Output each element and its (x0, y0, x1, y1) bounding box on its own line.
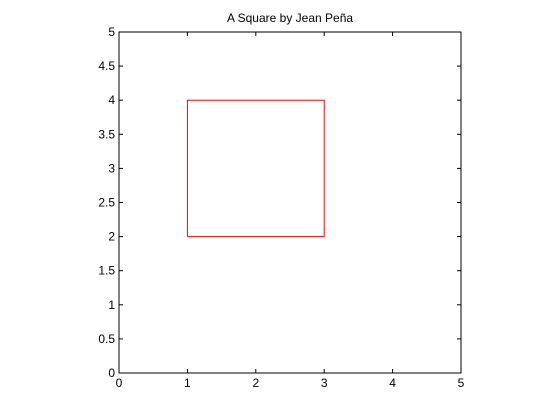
x-tick-label: 1 (184, 376, 191, 390)
x-tick-label: 0 (116, 376, 123, 390)
x-tick-label: 2 (252, 376, 259, 390)
y-tick-label: 1 (108, 298, 115, 312)
x-tick-label: 3 (321, 376, 328, 390)
y-tick-label: 4 (108, 93, 115, 107)
y-tick-label: 0.5 (98, 332, 115, 346)
axis-ticks (118, 31, 462, 374)
y-tick-label: 3.5 (98, 127, 115, 141)
y-tick-label: 2.5 (98, 196, 115, 210)
y-tick-label: 1.5 (98, 264, 115, 278)
y-tick-label: 0 (108, 366, 115, 380)
series-group (186, 99, 325, 238)
chart-title: A Square by Jean Peña (227, 11, 353, 25)
y-tick-label: 3 (108, 161, 115, 175)
y-axis-tick-labels: 0 0.5 1 1.5 2 2.5 3 3.5 4 4.5 5 (98, 25, 115, 380)
y-tick-label: 2 (108, 230, 115, 244)
x-tick-label: 4 (389, 376, 396, 390)
plot-area (118, 31, 462, 374)
x-tick-label: 5 (458, 376, 465, 390)
y-tick-label: 5 (108, 25, 115, 39)
y-tick-label: 4.5 (98, 59, 115, 73)
series-line-square (186, 99, 325, 238)
x-axis-tick-labels: 0 1 2 3 4 5 (116, 376, 465, 390)
